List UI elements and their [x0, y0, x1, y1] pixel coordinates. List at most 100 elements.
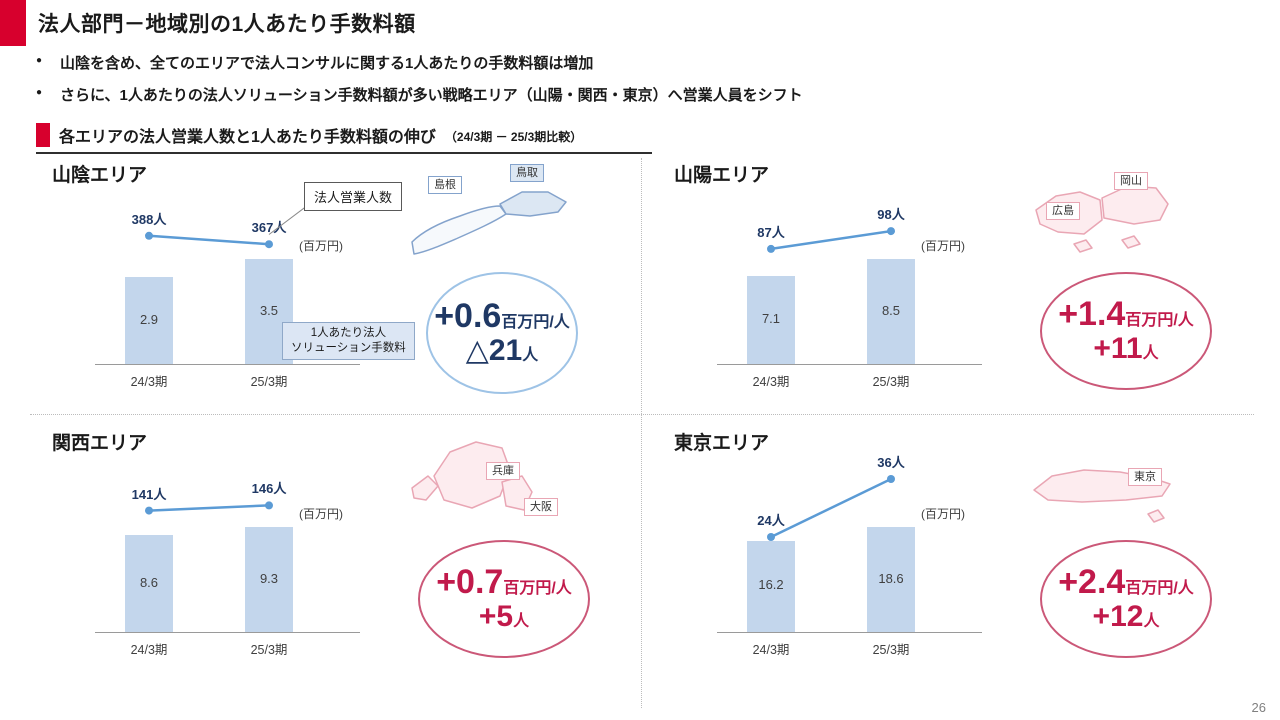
- change-annotation-circle: +0.7百万円/人 +5人: [418, 540, 590, 658]
- prefecture-label: 岡山: [1114, 172, 1148, 191]
- fee-change: +0.7百万円/人: [436, 563, 572, 602]
- region-map: 兵庫 大阪: [408, 432, 590, 538]
- fee-value-label: 7.1: [761, 311, 781, 327]
- unit-label: (百万円): [299, 239, 343, 253]
- data-point: [767, 533, 775, 541]
- page-number: 26: [1251, 700, 1266, 715]
- fee-value-label: 9.3: [259, 570, 279, 586]
- fee-per-person-callout: 1人あたり法人 ソリューション手数料: [282, 322, 415, 360]
- category-label: 25/3期: [872, 643, 910, 657]
- panel-tokyo-area: 東京エリア 16.2 24/3期 24人 18.6 25/3期 36人 (百万円) 東京 +…: [652, 420, 1260, 710]
- category-label: 24/3期: [130, 643, 168, 657]
- accent-corner-block: [0, 0, 26, 46]
- bar-line-chart: 16.2 24/3期 24人 18.6 25/3期 36人 (百万円): [692, 450, 1002, 668]
- bar-line-chart: 2.9 24/3期 388人 3.5 25/3期 367人 (百万円): [70, 182, 380, 400]
- panel-kansai-area: 関西エリア 8.6 24/3期 141人 9.3 25/3期 146人 (百万円) 兵庫 大阪…: [30, 420, 638, 710]
- staff-trend-line: [145, 501, 273, 515]
- unit-label: (百万円): [299, 507, 343, 521]
- category-label: 25/3期: [250, 643, 288, 657]
- data-point: [265, 240, 273, 249]
- section-header: 各エリアの法人営業人数と1人あたり手数料額の伸び （24/3期 － 25/3期比…: [36, 123, 652, 154]
- category-label: 24/3期: [130, 375, 168, 389]
- fee-bar: [125, 534, 173, 632]
- prefecture-map-shape: [411, 441, 533, 511]
- staff-trend-line: [767, 227, 895, 253]
- region-map: 島根 鳥取: [408, 164, 590, 270]
- unit-label: (百万円): [921, 239, 965, 253]
- fee-bar: [867, 259, 915, 364]
- staff-change: +5人: [478, 600, 530, 634]
- section-note: （24/3期 － 25/3期比較）: [444, 130, 583, 144]
- category-label: 24/3期: [752, 643, 790, 657]
- staff-count-callout: 法人営業人数: [304, 182, 403, 211]
- staff-count-label: 87人: [757, 224, 785, 240]
- fee-bar: [747, 276, 795, 364]
- area-title: 関西エリア: [52, 433, 148, 454]
- x-axis: [95, 632, 360, 633]
- staff-count-label: 367人: [251, 220, 287, 236]
- area-title: 東京エリア: [674, 433, 770, 454]
- fee-bar: [245, 527, 293, 632]
- staff-trend-line: [767, 475, 895, 541]
- staff-trend-line: [145, 231, 273, 249]
- category-label: 25/3期: [250, 375, 288, 389]
- data-point: [887, 227, 895, 236]
- summary-bullets: 山陰を含め、全てのエリアで法人コンサルに関する1人あたりの手数料額は増加 さらに…: [34, 52, 803, 116]
- unit-label: (百万円): [921, 507, 965, 521]
- fee-value-label: 16.2: [758, 577, 784, 593]
- category-label: 24/3期: [752, 375, 790, 389]
- x-axis: [717, 364, 982, 365]
- fee-value-label: 2.9: [139, 311, 159, 327]
- fee-change: +1.4百万円/人: [1058, 295, 1194, 334]
- prefecture-label: 鳥取: [510, 164, 544, 183]
- change-annotation-circle: +1.4百万円/人 +11人: [1040, 272, 1212, 390]
- staff-count-label: 98人: [877, 207, 905, 223]
- bar-line-chart: 8.6 24/3期 141人 9.3 25/3期 146人 (百万円): [70, 450, 380, 668]
- fee-value-label: 8.6: [139, 574, 159, 590]
- x-axis: [717, 632, 982, 633]
- staff-count-label: 141人: [131, 486, 167, 502]
- fee-change: +2.4百万円/人: [1058, 563, 1194, 602]
- change-annotation-circle: +0.6百万円/人 △21人: [426, 272, 578, 394]
- section-title: 各エリアの法人営業人数と1人あたり手数料額の伸び: [59, 129, 436, 146]
- area-title: 山陽エリア: [674, 165, 770, 186]
- prefecture-map-shape: [411, 191, 567, 255]
- panel-sanin-area: 山陰エリア 2.9 24/3期 388人 3.5 25/3期 367人 (百万円) 法人営業…: [30, 152, 638, 412]
- horizontal-divider: [30, 414, 1254, 415]
- staff-count-label: 24人: [757, 513, 785, 528]
- prefecture-label: 兵庫: [486, 462, 520, 481]
- prefecture-map-shape: [1033, 469, 1171, 523]
- x-axis: [95, 364, 360, 365]
- prefecture-label: 島根: [428, 176, 462, 195]
- data-point: [887, 475, 895, 483]
- region-map: 広島 岡山: [1030, 164, 1212, 270]
- bullet-item: 山陰を含め、全てのエリアで法人コンサルに関する1人あたりの手数料額は増加: [34, 52, 803, 73]
- data-point: [145, 231, 153, 240]
- page-title: 法人部門－地域別の1人あたり手数料額: [38, 13, 416, 36]
- accent-section-block: [36, 123, 50, 147]
- vertical-divider: [641, 158, 642, 708]
- area-title: 山陰エリア: [52, 165, 148, 186]
- data-point: [767, 244, 775, 253]
- staff-count-label: 146人: [251, 481, 287, 497]
- fee-bar: [125, 277, 173, 364]
- fee-bar: [747, 540, 795, 632]
- staff-count-label: 36人: [877, 455, 905, 470]
- prefecture-label: 大阪: [524, 498, 558, 517]
- prefecture-label: 広島: [1046, 202, 1080, 221]
- fee-value-label: 18.6: [878, 570, 904, 586]
- fee-bar: [867, 527, 915, 632]
- staff-count-label: 388人: [131, 211, 167, 227]
- fee-value-label: 8.5: [881, 302, 901, 318]
- bullet-item: さらに、1人あたりの法人ソリューション手数料額が多い戦略エリア（山陽・関西・東京…: [34, 84, 803, 105]
- staff-change: △21人: [465, 334, 539, 368]
- staff-change: +11人: [1093, 332, 1159, 366]
- prefecture-label: 東京: [1128, 468, 1162, 487]
- bar-line-chart: 7.1 24/3期 87人 8.5 25/3期 98人 (百万円): [692, 182, 1002, 400]
- fee-value-label: 3.5: [259, 302, 279, 318]
- panel-sanyo-area: 山陽エリア 7.1 24/3期 87人 8.5 25/3期 98人 (百万円) 広島 岡山 +…: [652, 152, 1260, 412]
- data-point: [145, 506, 153, 515]
- category-label: 25/3期: [872, 375, 910, 389]
- data-point: [265, 501, 273, 510]
- staff-change: +12人: [1092, 600, 1160, 634]
